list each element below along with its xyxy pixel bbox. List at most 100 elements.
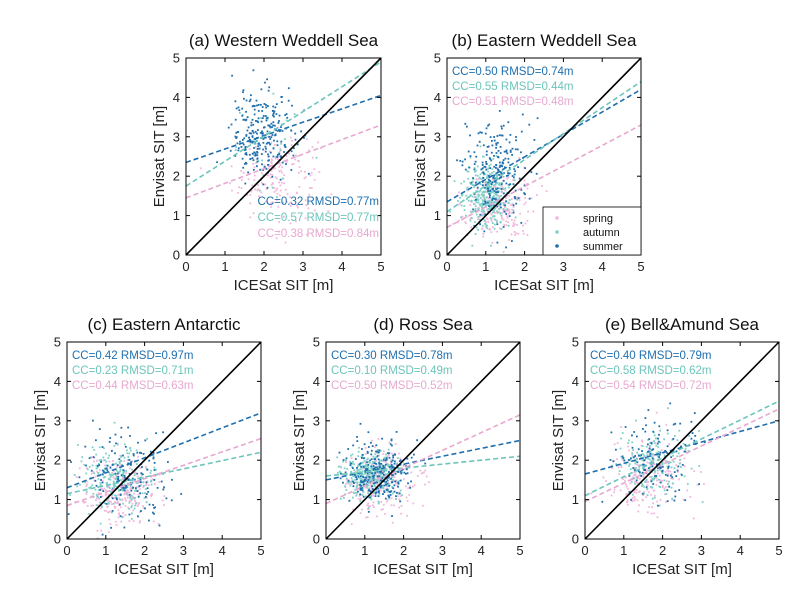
point-autumn [653,476,656,479]
point-summer [283,151,285,153]
point-summer [485,127,488,130]
point-summer [610,431,613,434]
point-spring [264,183,267,186]
point-spring [382,453,385,455]
point-summer [389,443,392,446]
point-autumn [496,182,498,184]
point-summer [361,487,364,489]
point-summer [275,103,278,105]
point-autumn [657,454,660,457]
point-spring [482,233,485,235]
point-summer [413,453,415,456]
point-autumn [474,233,477,235]
point-summer [684,499,687,502]
point-autumn [461,194,464,196]
point-spring [118,512,120,515]
point-summer [234,155,237,157]
point-summer [481,167,484,170]
point-spring [121,498,124,501]
point-autumn [131,479,134,482]
point-spring [424,483,426,486]
point-autumn [627,442,630,444]
point-spring [646,484,649,487]
point-spring [486,218,489,221]
point-spring [645,480,648,483]
point-spring [658,481,661,484]
point-spring [407,487,410,490]
point-summer [509,134,512,136]
point-spring [489,212,492,215]
point-spring [649,464,652,467]
point-autumn [674,435,676,437]
point-autumn [343,467,346,470]
point-spring [151,493,153,496]
point-autumn [610,464,613,467]
point-spring [398,506,400,509]
point-summer [648,447,651,450]
point-autumn [492,211,494,214]
y-tick-label: 1 [434,208,441,223]
point-summer [502,159,505,161]
point-autumn [482,199,484,202]
point-spring [408,494,411,496]
point-spring [308,149,311,152]
point-summer [293,147,295,150]
x-tick-label: 1 [482,259,489,274]
point-autumn [682,442,685,445]
point-autumn [663,489,666,492]
point-summer [521,113,524,116]
point-autumn [654,442,656,445]
x-tick-label: 5 [257,543,264,558]
point-summer [98,464,101,466]
y-tick-label: 0 [434,248,441,263]
point-summer [363,457,365,460]
point-summer [237,106,240,109]
point-autumn [506,208,509,210]
point-summer [387,494,390,497]
point-summer [391,459,394,462]
point-summer [383,490,385,493]
point-summer [242,143,245,146]
point-summer [356,440,359,442]
point-autumn [121,516,124,519]
point-autumn [387,448,390,451]
point-spring [656,516,659,519]
point-autumn [345,489,348,491]
point-autumn [473,209,476,212]
point-summer [487,124,489,127]
point-autumn [93,472,96,475]
point-summer [254,154,257,157]
point-summer [152,456,155,459]
point-autumn [478,218,481,221]
point-spring [163,495,166,497]
point-summer [668,485,671,488]
point-autumn [114,485,117,487]
point-summer [262,115,265,117]
point-spring [279,147,282,150]
point-spring [457,203,460,206]
point-autumn [366,458,368,461]
x-tick-label: 3 [560,259,567,274]
point-spring [126,491,129,494]
point-spring [627,445,629,448]
point-autumn [640,485,643,488]
point-summer [262,169,264,171]
point-autumn [144,492,146,494]
point-spring [465,216,468,218]
point-summer [488,196,491,199]
point-spring [664,459,666,462]
stats-autumn: CC=0.23 RMSD=0.71m [72,365,193,377]
point-summer [377,495,380,497]
point-summer [515,202,518,205]
point-autumn [373,460,376,463]
y-axis-label: Envisat SIT [m] [291,390,308,491]
point-summer [267,124,270,127]
point-spring [642,464,645,467]
point-summer [253,108,256,111]
fit-line-autumn [186,61,381,187]
point-autumn [389,478,391,480]
point-spring [396,495,399,498]
point-autumn [646,454,649,456]
point-spring [510,204,512,206]
point-summer [354,474,356,476]
